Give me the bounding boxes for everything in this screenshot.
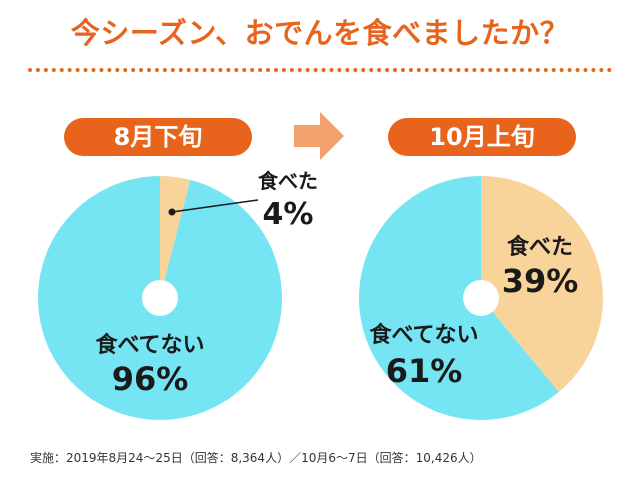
slice-label-0-1: 食べてない xyxy=(95,332,204,358)
page-title: 今シーズン、おでんを食べましたか？ xyxy=(70,16,570,50)
pie-center-hole xyxy=(463,280,499,316)
leader-line xyxy=(171,199,259,213)
slice-value-1-0: 39% xyxy=(502,262,579,300)
slice-label-1-0: 食べた xyxy=(507,234,573,260)
period-label-august: 8月下旬 xyxy=(64,118,252,156)
dotted-divider xyxy=(28,68,612,72)
pie-slice-0-0 xyxy=(160,176,191,298)
survey-footnote: 実施：2019年8月24～25日（回答：8,364人）／10月6～7日（回答：1… xyxy=(30,451,482,465)
leader-dot xyxy=(168,208,176,216)
pie-slice-1-0 xyxy=(481,176,603,393)
pie-slice-1-1 xyxy=(358,176,559,421)
right-arrow-icon xyxy=(294,112,344,160)
pie-center-hole xyxy=(142,280,178,316)
slice-label-1-1: 食べてない xyxy=(369,322,478,348)
slice-value-0-1: 96% xyxy=(112,360,189,398)
slice-value-1-1: 61% xyxy=(386,352,463,390)
slice-label-0-0: 食べた xyxy=(258,169,318,193)
period-label-october: 10月上旬 xyxy=(388,118,576,156)
slice-value-0-0: 4% xyxy=(263,197,314,232)
